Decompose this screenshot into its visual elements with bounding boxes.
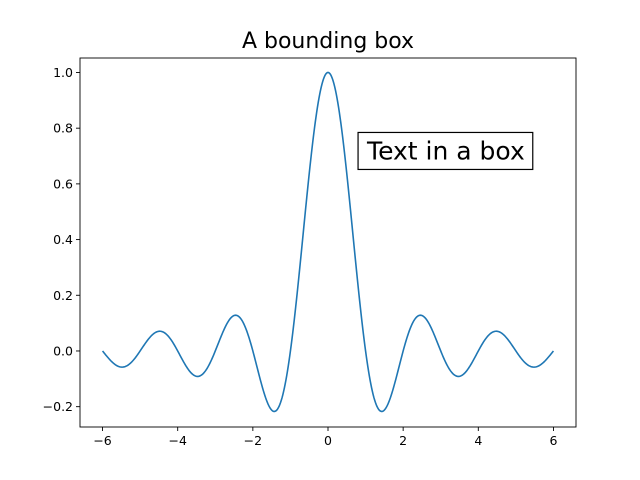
y-tick-label: 1.0: [53, 65, 73, 80]
y-tick-label: 0.4: [53, 232, 73, 247]
y-tick-label: 0.8: [53, 121, 73, 136]
x-tick-label: −4: [168, 433, 186, 448]
x-tick-label: 4: [474, 433, 482, 448]
x-tick-label: 0: [324, 433, 332, 448]
y-tick-label: −0.2: [43, 399, 73, 414]
annotation-box: [357, 131, 534, 171]
y-tick-label: 0.2: [53, 288, 73, 303]
plot-layer: −6 −4 −2 0 2 4 6 −0.2 0.0 0.2 0.4 0.6 0.8 1.0 Text in …: [43, 57, 577, 448]
x-tick-label: 6: [549, 433, 557, 448]
x-tick-label: −2: [244, 433, 262, 448]
y-tick-label: 0.6: [53, 176, 73, 191]
y-tick-label: 0.0: [53, 343, 73, 358]
annotation-text: Text in a box: [366, 136, 525, 165]
x-tick-label: 2: [399, 433, 407, 448]
axes-frame: [79, 57, 577, 428]
series-line-0: [101, 71, 555, 413]
x-tick-label: −6: [93, 433, 111, 448]
chart-title: A bounding box: [242, 29, 414, 54]
